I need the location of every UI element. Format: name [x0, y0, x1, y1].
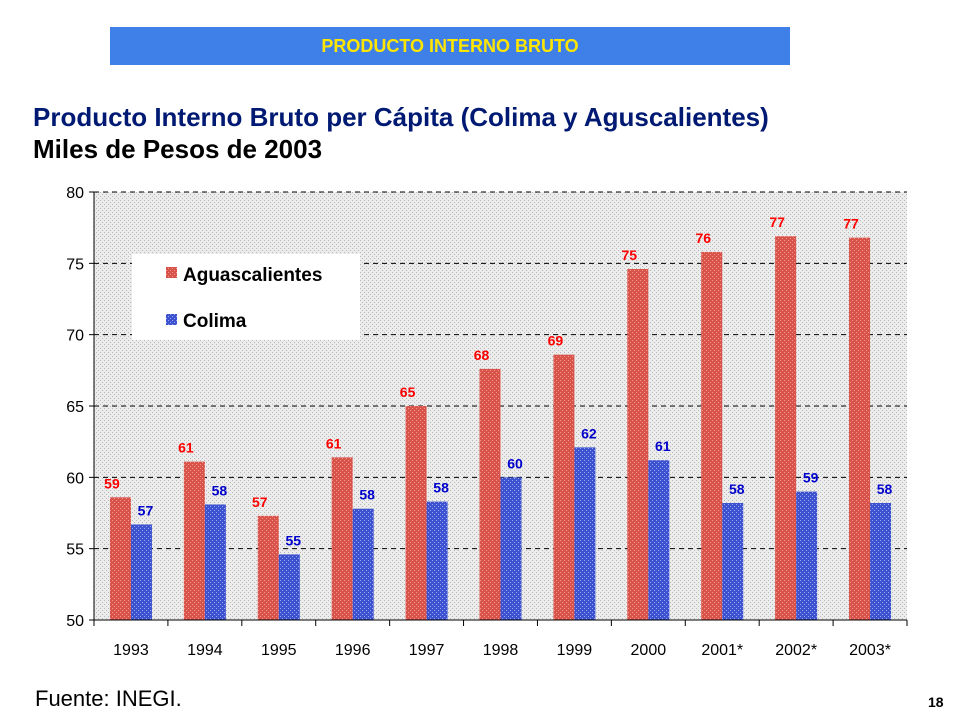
data-label-colima: 58	[877, 481, 893, 497]
bar-colima	[130, 524, 152, 620]
x-tick-label: 1998	[483, 642, 519, 659]
legend-swatch-aguascalientes	[166, 267, 177, 278]
y-tick-label: 65	[66, 399, 84, 416]
bar-aguascalientes	[775, 236, 797, 620]
data-label-aguascalientes: 77	[769, 214, 785, 230]
data-label-colima: 61	[655, 438, 671, 454]
y-tick-label: 60	[66, 470, 84, 487]
chart-title-line1: Producto Interno Bruto per Cápita (Colim…	[33, 102, 769, 132]
data-label-colima: 59	[803, 470, 819, 486]
data-label-colima: 62	[581, 425, 597, 441]
data-label-colima: 58	[433, 480, 449, 496]
data-label-aguascalientes: 61	[178, 440, 194, 456]
data-label-aguascalientes: 69	[548, 333, 564, 349]
data-label-aguascalientes: 68	[474, 347, 490, 363]
page-number: 18	[928, 694, 944, 710]
legend-label-colima: Colima	[183, 311, 247, 332]
data-label-aguascalientes: 76	[695, 230, 711, 246]
bars	[109, 236, 892, 621]
legend-label-aguascalientes: Aguascalientes	[183, 265, 322, 286]
data-label-aguascalientes: 61	[326, 435, 342, 451]
y-tick-label: 80	[66, 185, 84, 202]
data-label-colima: 55	[285, 532, 301, 548]
data-label-aguascalientes: 65	[400, 384, 416, 400]
data-label-colima: 57	[138, 502, 154, 518]
bar-aguascalientes	[257, 515, 279, 620]
x-tick-label: 1995	[261, 642, 297, 659]
y-tick-label: 55	[66, 542, 84, 559]
data-label-colima: 60	[507, 455, 523, 471]
x-axis-labels: 1993 1994 1995 1996 1997 1998 1999 2000 2001* 200…	[113, 642, 891, 659]
bar-colima	[500, 477, 522, 620]
x-tick-label: 2000	[631, 642, 667, 659]
bar-aguascalientes	[849, 237, 871, 621]
data-label-aguascalientes: 75	[622, 247, 638, 263]
bar-colima	[722, 503, 744, 620]
x-tick-label: 1996	[335, 642, 371, 659]
bar-aguascalientes	[331, 457, 353, 620]
data-label-aguascalientes: 59	[104, 475, 120, 491]
bar-labels: 59 57 61 58 57 55 61 58 65 58 68 60 69 62 75 61 76 58 77 59…	[104, 214, 892, 548]
y-tick-label: 75	[66, 256, 84, 273]
bar-colima	[426, 501, 448, 620]
chart-title-line2: Miles de Pesos de 2003	[33, 134, 323, 164]
x-axis-ticks	[93, 620, 908, 626]
chart-title: Producto Interno Bruto per Cápita (Colim…	[33, 101, 769, 165]
section-banner: PRODUCTO INTERNO BRUTO	[110, 27, 790, 65]
legend-swatch-colima	[166, 314, 177, 325]
bar-aguascalientes	[183, 461, 205, 620]
bar-colima	[204, 504, 226, 620]
x-tick-label: 1997	[409, 642, 445, 659]
bar-aguascalientes	[405, 406, 427, 620]
x-tick-label: 1993	[113, 642, 149, 659]
data-label-aguascalientes: 77	[843, 216, 859, 232]
data-label-aguascalientes: 57	[252, 494, 268, 510]
y-tick-label: 50	[66, 613, 84, 630]
bar-aguascalientes	[479, 368, 501, 620]
bar-colima	[796, 491, 818, 620]
bar-colima	[574, 447, 596, 620]
bar-aguascalientes	[109, 497, 131, 620]
x-tick-label: 2002*	[775, 642, 817, 659]
bar-colima	[648, 460, 670, 620]
data-label-colima: 58	[729, 481, 745, 497]
bar-colima	[870, 503, 892, 620]
legend: Aguascalientes Colima	[132, 254, 360, 340]
bar-aguascalientes	[553, 354, 575, 620]
x-tick-label: 1994	[187, 642, 223, 659]
bar-aguascalientes	[701, 251, 723, 621]
bar-aguascalientes	[627, 269, 649, 620]
bar-colima	[278, 554, 300, 620]
data-label-colima: 58	[359, 487, 375, 503]
y-tick-label: 70	[66, 328, 84, 345]
x-tick-label: 1999	[557, 642, 593, 659]
x-tick-label: 2001*	[701, 642, 743, 659]
data-label-colima: 58	[212, 482, 228, 498]
y-axis-labels: 50 55 60 65 70 75 80	[66, 185, 84, 630]
x-tick-label: 2003*	[849, 642, 891, 659]
source-note: Fuente: INEGI.	[35, 686, 182, 711]
bar-colima	[352, 508, 374, 620]
